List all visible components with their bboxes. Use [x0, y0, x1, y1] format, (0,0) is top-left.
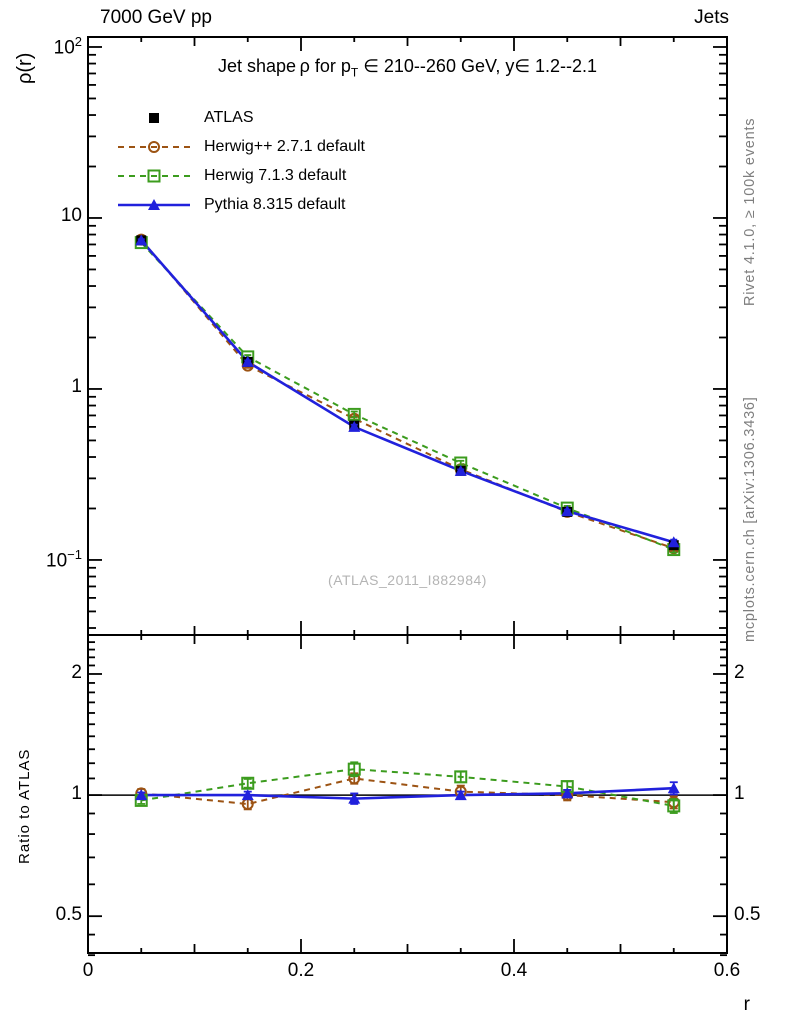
series-line-main-herwig-2-7-1 — [140, 238, 675, 550]
legend-label-atlas: ATLAS — [204, 108, 254, 126]
herwig-7-1-3-marker-icon — [118, 169, 190, 182]
ratio-tick-left-2: 2 — [71, 661, 82, 683]
analysis-group-label: Jets — [694, 7, 729, 28]
series-points-atlas — [136, 235, 679, 551]
mcplots-credit: mcplots.cern.ch [arXiv:1306.3436] — [742, 396, 758, 642]
x-tick-0.6: 0.6 — [713, 960, 741, 981]
legend-item-herwig-2-7-1: Herwig++ 2.7.1 default — [116, 132, 365, 161]
legend-item-atlas: ATLAS — [116, 103, 365, 132]
plot-title-range: ∈ 210--260 GeV, y∈ 1.2--2.1 — [358, 56, 598, 76]
series-line-ratio-herwig-2-7-1 — [141, 777, 674, 806]
plot-title: Jet shape ρ for pT ∈ 210--260 GeV, y∈ 1.… — [88, 56, 727, 80]
rivet-version-credit: Rivet 4.1.0, ≥ 100k events — [742, 117, 758, 306]
ratio-tick-right-1: 1 — [734, 783, 745, 805]
ratio-tick-right-0.5: 0.5 — [734, 904, 761, 926]
y-axis-label-ratio: Ratio to ATLAS — [16, 748, 33, 864]
x-tick-0: 0 — [82, 960, 94, 981]
y-main-tick-100: 102 — [53, 33, 82, 59]
ratio-tick-left-1: 1 — [71, 783, 82, 805]
series-points-pythia-8-315 — [135, 234, 680, 805]
series-line-main-herwig-7-1-3 — [140, 241, 675, 551]
y-main-tick-1: 1 — [71, 375, 82, 397]
beam-energy-label: 7000 GeV pp — [100, 7, 212, 28]
legend: ATLAS Herwig++ 2.7.1 default Herwig 7.1.3 … — [116, 103, 365, 219]
atlas-marker-icon — [149, 112, 159, 123]
plot-title-text: Jet shape ρ for p — [217, 56, 351, 76]
x-tick-0.2: 0.2 — [287, 960, 315, 981]
axis-ticks — [87, 37, 728, 957]
y-main-tick-10: 10 — [60, 204, 82, 226]
series-line-ratio-pythia-8-315 — [141, 786, 674, 800]
x-tick-0.4: 0.4 — [500, 960, 528, 981]
series-line-ratio-herwig-7-1-3 — [141, 768, 674, 807]
analysis-id-watermark: (ATLAS_2011_I882984) — [328, 572, 487, 588]
y-main-tick-0.1: 10−1 — [46, 546, 82, 572]
ratio-tick-right-2: 2 — [734, 661, 745, 683]
legend-label-pythia-8-315: Pythia 8.315 default — [204, 195, 346, 213]
ratio-tick-left-0.5: 0.5 — [55, 904, 82, 926]
legend-item-pythia-8-315: Pythia 8.315 default — [116, 190, 365, 219]
legend-label-herwig-2-7-1: Herwig++ 2.7.1 default — [204, 137, 365, 155]
herwig-2-7-1-marker-icon — [118, 140, 190, 153]
legend-item-herwig-7-1-3: Herwig 7.1.3 default — [116, 161, 365, 190]
legend-label-herwig-7-1-3: Herwig 7.1.3 default — [204, 166, 347, 184]
x-axis-label: r — [743, 994, 750, 1015]
series-line-main-pythia-8-315 — [140, 239, 675, 544]
pythia-8-315-marker-icon — [118, 198, 190, 210]
series-points-herwig-2-7-1 — [135, 233, 680, 811]
plot-title-subscript: T — [350, 65, 359, 80]
